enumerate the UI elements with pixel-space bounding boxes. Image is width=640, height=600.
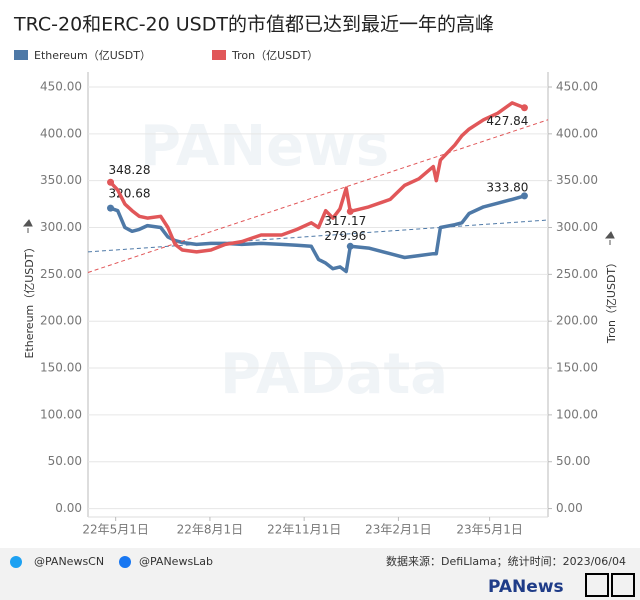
series-line [109, 194, 525, 274]
data-label: 348.28 [109, 163, 151, 177]
point-marker [520, 192, 528, 200]
y2-tick-label: 400.00 [556, 126, 598, 140]
y-tick-label: 200.00 [40, 314, 82, 328]
data-label: 427.84 [486, 114, 528, 128]
y2-tick-label: 0.00 [556, 501, 583, 515]
footer-handle: @PANewsCN [34, 555, 104, 568]
y2-tick-label: 150.00 [556, 361, 598, 375]
legend-label: Tron（亿USDT） [231, 49, 318, 62]
y2-tick-label: 50.00 [556, 454, 590, 468]
point-marker [107, 178, 115, 186]
series-line [109, 101, 526, 254]
y-tick-label: 300.00 [40, 220, 82, 234]
y2-tick-label: 350.00 [556, 173, 598, 187]
point-marker [346, 242, 354, 250]
twitter-icon [10, 556, 22, 568]
pin-icon [604, 231, 615, 245]
footer-source: 数据来源：DefiLlama；统计时间：2023/06/04 [386, 554, 626, 568]
point-marker [346, 207, 354, 215]
y2-tick-label: 250.00 [556, 267, 598, 281]
x-tick-label: 22年8月1日 [177, 523, 244, 537]
y-tick-label: 150.00 [40, 361, 82, 375]
pin-icon [22, 219, 33, 233]
legend-swatch [14, 50, 28, 60]
watermark: PAData [220, 342, 448, 407]
x-tick-label: 22年11月1日 [267, 523, 341, 537]
y-tick-label: 250.00 [40, 267, 82, 281]
footer-logo: PANews [488, 577, 564, 597]
x-tick-label: 23年2月1日 [365, 523, 432, 537]
y2-axis-title: Tron（亿USDT） [605, 257, 618, 344]
point-marker [520, 104, 528, 112]
legend-swatch [212, 50, 226, 60]
x-tick-label: 23年5月1日 [456, 523, 523, 537]
data-label: 333.80 [486, 180, 528, 194]
y-tick-label: 100.00 [40, 407, 82, 421]
y2-tick-label: 200.00 [556, 314, 598, 328]
y2-tick-label: 450.00 [556, 79, 598, 93]
footer-handle: @PANewsLab [139, 555, 213, 568]
watermark: PANews [140, 114, 389, 179]
qr-code [585, 573, 609, 597]
y2-tick-label: 300.00 [556, 220, 598, 234]
legend: Ethereum（亿USDT） Tron（亿USDT） [14, 49, 318, 62]
y2-tick-label: 100.00 [556, 407, 598, 421]
data-label: 317.17 [324, 214, 366, 228]
footer [0, 548, 640, 600]
facebook-icon [119, 556, 131, 568]
y-tick-label: 400.00 [40, 126, 82, 140]
chart-title: TRC-20和ERC-20 USDT的市值都已达到最近一年的高峰 [13, 14, 494, 36]
data-label: 279.96 [324, 229, 366, 243]
y-tick-label: 50.00 [48, 454, 82, 468]
trend-line [87, 119, 549, 273]
y-tick-label: 450.00 [40, 79, 82, 93]
y-axis-title: Ethereum（亿USDT） [23, 242, 36, 359]
point-marker [107, 204, 115, 212]
x-tick-label: 22年5月1日 [82, 523, 149, 537]
qr-code [611, 573, 635, 597]
y-tick-label: 0.00 [55, 501, 82, 515]
y-tick-label: 350.00 [40, 173, 82, 187]
legend-label: Ethereum（亿USDT） [34, 49, 151, 62]
